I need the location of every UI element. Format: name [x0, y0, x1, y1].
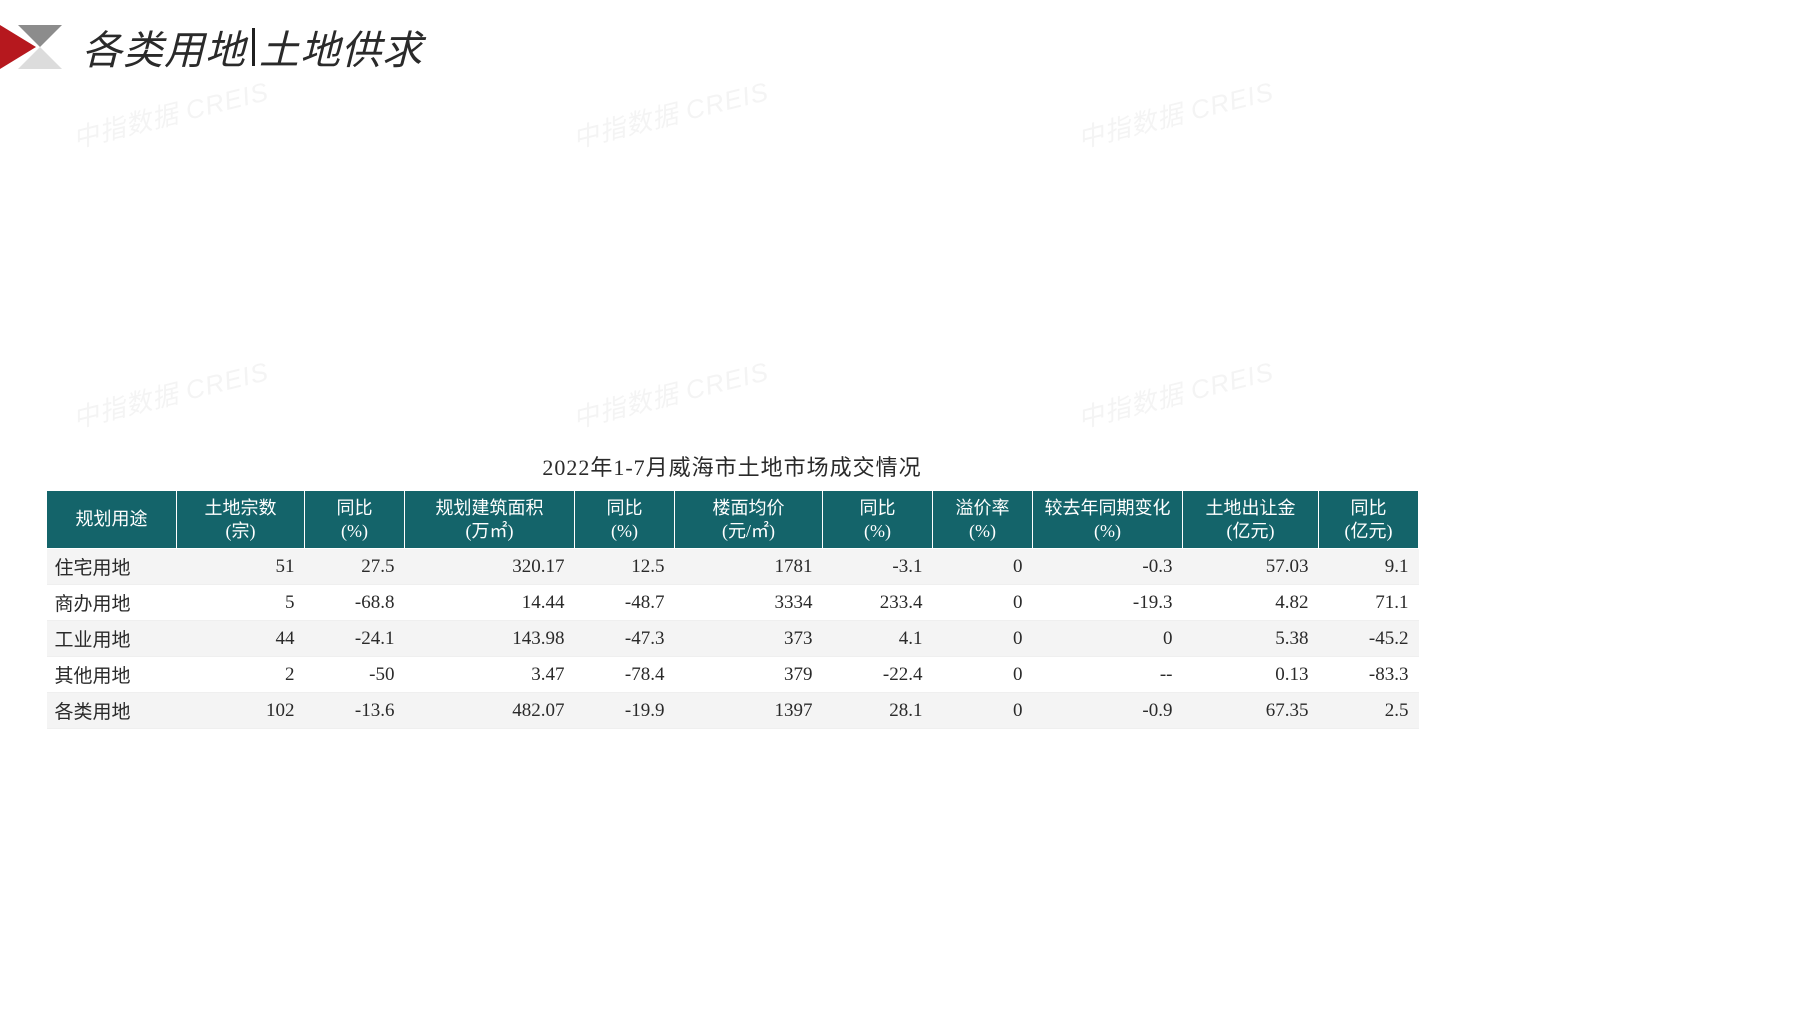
table-cell: 233.4 — [823, 585, 933, 621]
table-cell: 3334 — [675, 585, 823, 621]
table-row: 商办用地5-68.814.44-48.73334233.40-19.34.827… — [47, 585, 1419, 621]
table-head: 规划用途土地宗数(宗)同比(%)规划建筑面积(万㎡)同比(%)楼面均价(元/㎡)… — [47, 491, 1419, 549]
row-label: 住宅用地 — [47, 549, 177, 585]
watermark-text: 中指数据 CREIS — [1074, 71, 1278, 155]
table-cell: 1397 — [675, 693, 823, 729]
table-cell: 57.03 — [1183, 549, 1319, 585]
table-cell: 482.07 — [405, 693, 575, 729]
table-cell: -0.9 — [1033, 693, 1183, 729]
table-title: 2022年1-7月威海市土地市场成交情况 — [46, 450, 1418, 482]
table-row: 各类用地102-13.6482.07-19.9139728.10-0.967.3… — [47, 693, 1419, 729]
table-col-header: 较去年同期变化(%) — [1033, 491, 1183, 549]
table-cell: -68.8 — [305, 585, 405, 621]
table-cell: 143.98 — [405, 621, 575, 657]
table-cell: -19.9 — [575, 693, 675, 729]
table-cell: 0 — [933, 693, 1033, 729]
row-label: 商办用地 — [47, 585, 177, 621]
table-cell: -47.3 — [575, 621, 675, 657]
table-cell: -- — [1033, 657, 1183, 693]
table-cell: 0 — [933, 585, 1033, 621]
table-col-header: 同比(%) — [305, 491, 405, 549]
title-separator — [252, 28, 255, 66]
table-cell: 4.82 — [1183, 585, 1319, 621]
table-row: 工业用地44-24.1143.98-47.33734.1005.38-45.2 — [47, 621, 1419, 657]
table-cell: 4.1 — [823, 621, 933, 657]
table-cell: 2 — [177, 657, 305, 693]
table-row: 其他用地2-503.47-78.4379-22.40--0.13-83.3 — [47, 657, 1419, 693]
table-cell: -24.1 — [305, 621, 405, 657]
watermark-text: 中指数据 CREIS — [1074, 351, 1278, 435]
table-cell: -13.6 — [305, 693, 405, 729]
page-title-right: 土地供求 — [259, 18, 423, 76]
table-cell: 379 — [675, 657, 823, 693]
table-cell: -19.3 — [1033, 585, 1183, 621]
table-cell: 0.13 — [1183, 657, 1319, 693]
table-cell: 67.35 — [1183, 693, 1319, 729]
table-header-row: 规划用途土地宗数(宗)同比(%)规划建筑面积(万㎡)同比(%)楼面均价(元/㎡)… — [47, 491, 1419, 549]
table-col-header: 规划用途 — [47, 491, 177, 549]
table-col-header: 同比(%) — [575, 491, 675, 549]
watermark-text: 中指数据 CREIS — [569, 351, 773, 435]
table-cell: 44 — [177, 621, 305, 657]
table-cell: 9.1 — [1319, 549, 1419, 585]
table-cell: 0 — [933, 657, 1033, 693]
land-table-block: 2022年1-7月威海市土地市场成交情况 规划用途土地宗数(宗)同比(%)规划建… — [46, 450, 1418, 729]
table-cell: -78.4 — [575, 657, 675, 693]
table-cell: 5.38 — [1183, 621, 1319, 657]
table-col-header: 规划建筑面积(万㎡) — [405, 491, 575, 549]
table-cell: 27.5 — [305, 549, 405, 585]
watermark-text: 中指数据 CREIS — [569, 71, 773, 155]
table-cell: 1781 — [675, 549, 823, 585]
brand-logo — [0, 25, 64, 69]
table-col-header: 土地出让金(亿元) — [1183, 491, 1319, 549]
table-cell: -0.3 — [1033, 549, 1183, 585]
row-label: 其他用地 — [47, 657, 177, 693]
table-col-header: 同比(%) — [823, 491, 933, 549]
page-title-left: 各类用地 — [82, 18, 246, 76]
table-cell: -48.7 — [575, 585, 675, 621]
page-header: 各类用地 土地供求 — [0, 18, 423, 76]
watermark-text: 中指数据 CREIS — [69, 71, 273, 155]
table-cell: 102 — [177, 693, 305, 729]
table-cell: -22.4 — [823, 657, 933, 693]
table-col-header: 土地宗数(宗) — [177, 491, 305, 549]
watermark-text: 中指数据 CREIS — [69, 351, 273, 435]
page-title: 各类用地 土地供求 — [82, 18, 423, 76]
table-col-header: 同比(亿元) — [1319, 491, 1419, 549]
table-cell: 0 — [933, 621, 1033, 657]
table-cell: 3.47 — [405, 657, 575, 693]
table-body: 住宅用地5127.5320.1712.51781-3.10-0.357.039.… — [47, 549, 1419, 729]
table-cell: -3.1 — [823, 549, 933, 585]
table-cell: 71.1 — [1319, 585, 1419, 621]
table-cell: 0 — [1033, 621, 1183, 657]
table-cell: 373 — [675, 621, 823, 657]
row-label: 工业用地 — [47, 621, 177, 657]
table-cell: 14.44 — [405, 585, 575, 621]
row-label: 各类用地 — [47, 693, 177, 729]
table-cell: -50 — [305, 657, 405, 693]
table-cell: 12.5 — [575, 549, 675, 585]
table-cell: 320.17 — [405, 549, 575, 585]
table-cell: 28.1 — [823, 693, 933, 729]
table-col-header: 楼面均价(元/㎡) — [675, 491, 823, 549]
table-col-header: 溢价率(%) — [933, 491, 1033, 549]
table-cell: 2.5 — [1319, 693, 1419, 729]
table-row: 住宅用地5127.5320.1712.51781-3.10-0.357.039.… — [47, 549, 1419, 585]
table-cell: 51 — [177, 549, 305, 585]
land-table: 规划用途土地宗数(宗)同比(%)规划建筑面积(万㎡)同比(%)楼面均价(元/㎡)… — [46, 490, 1419, 729]
table-cell: 5 — [177, 585, 305, 621]
table-cell: -83.3 — [1319, 657, 1419, 693]
table-cell: 0 — [933, 549, 1033, 585]
table-cell: -45.2 — [1319, 621, 1419, 657]
